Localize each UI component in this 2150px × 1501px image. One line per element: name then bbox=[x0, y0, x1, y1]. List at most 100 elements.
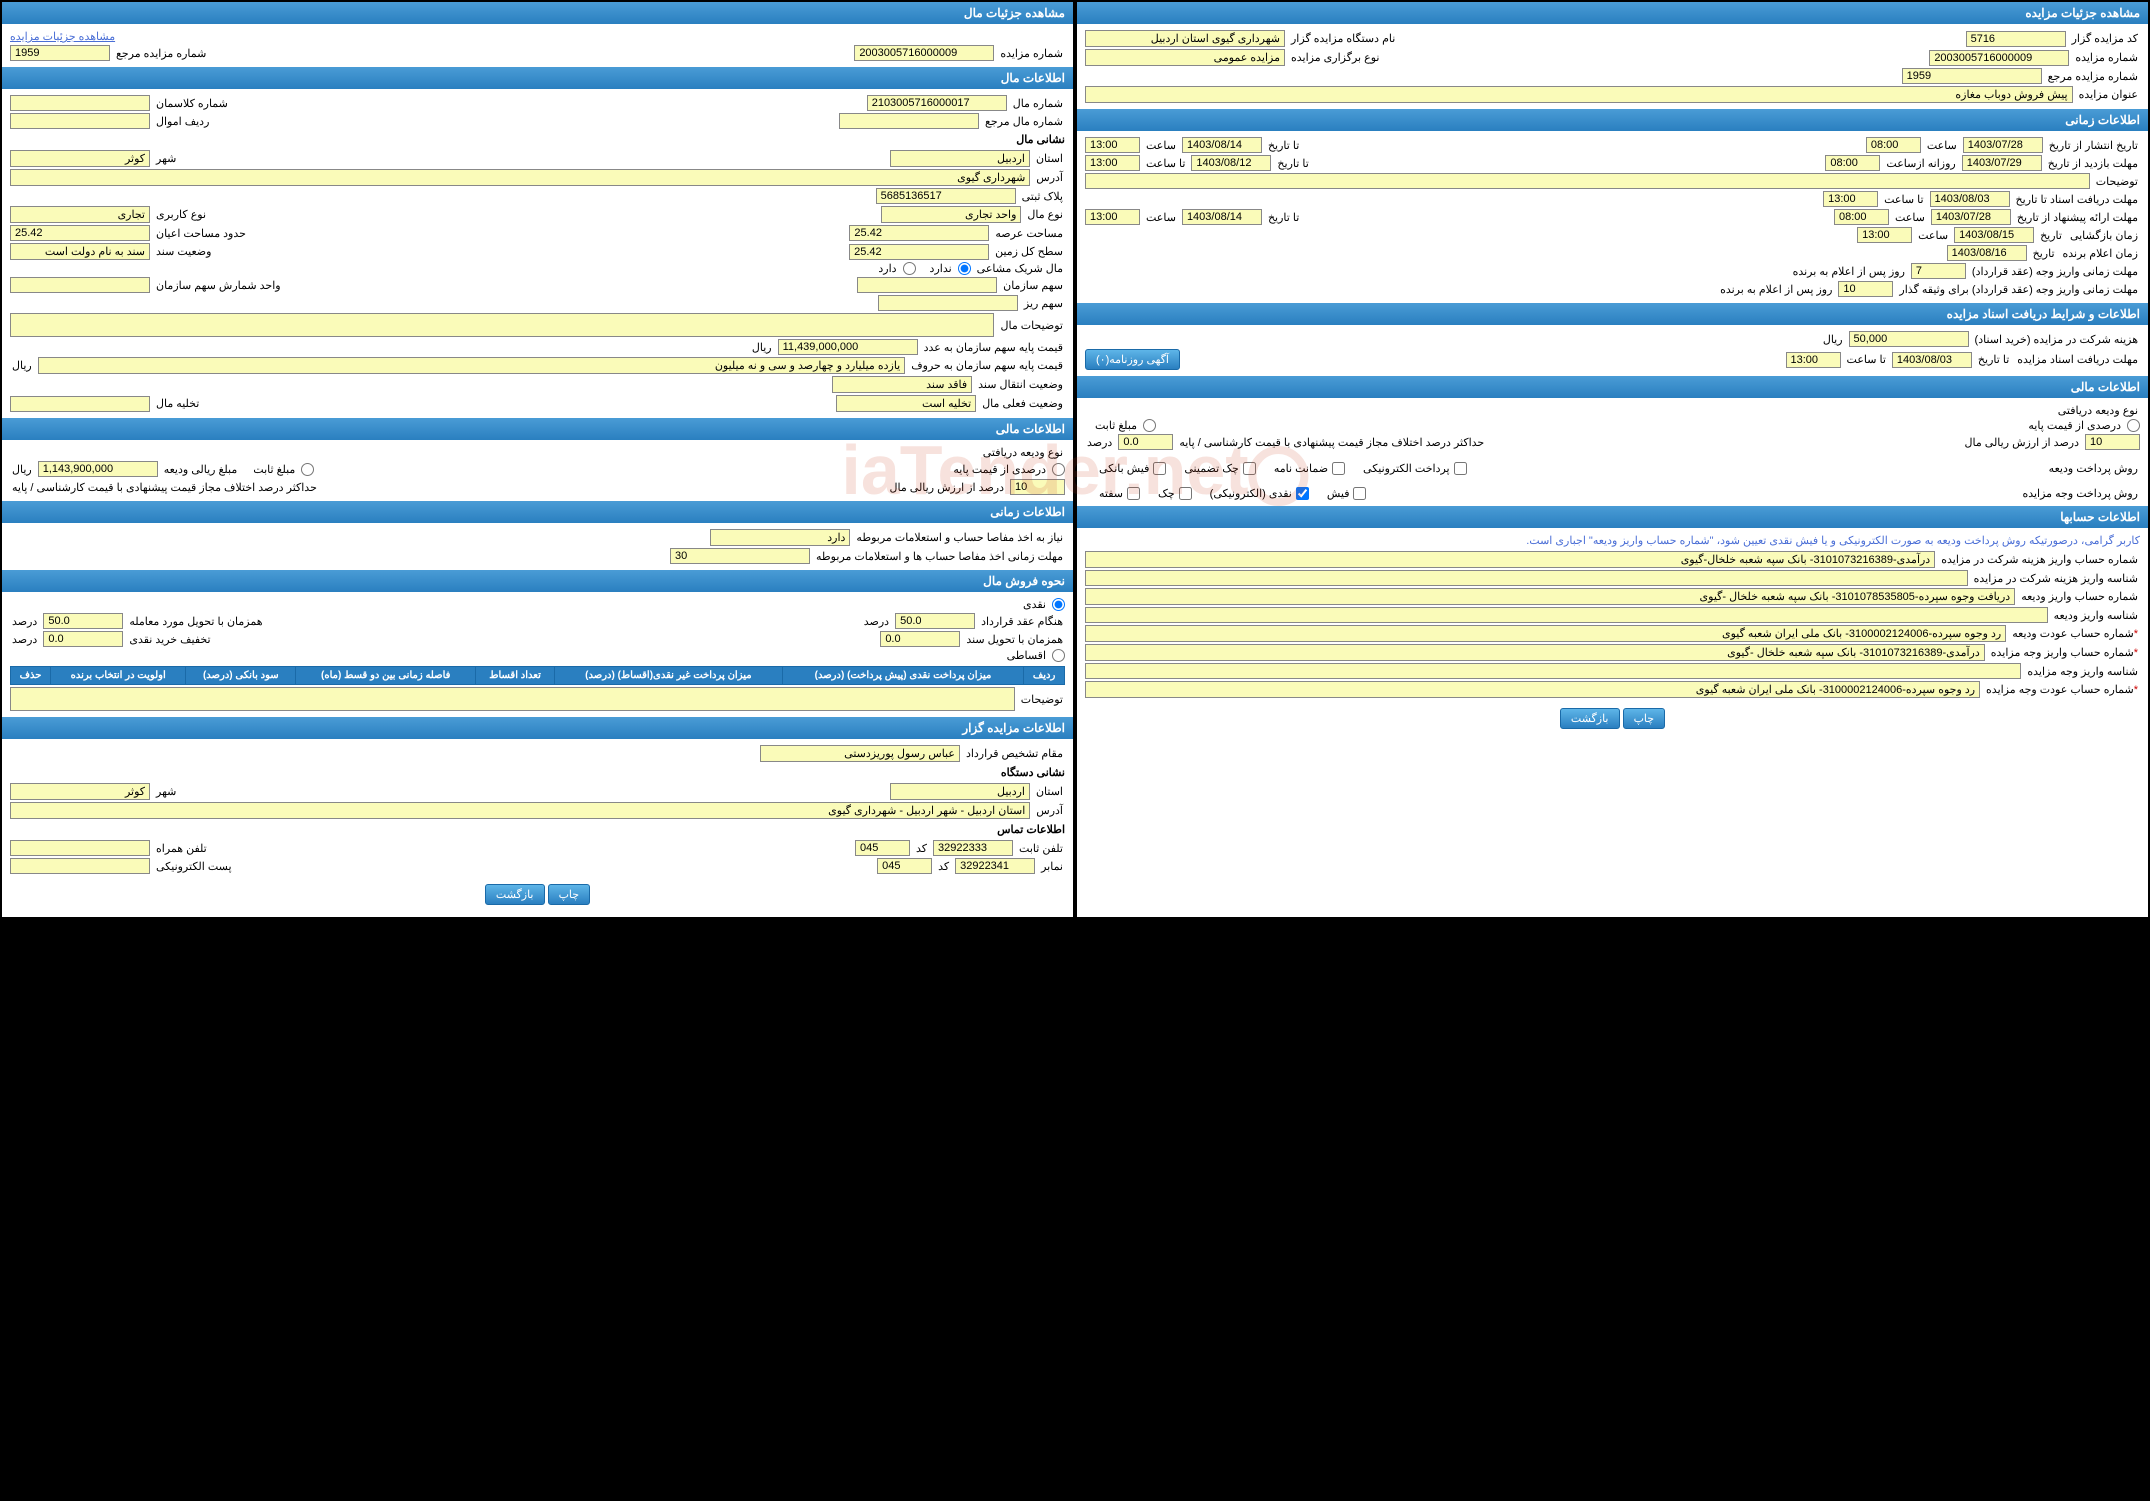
city: کوثر bbox=[10, 150, 150, 167]
org-address: استان اردبیل - شهر اردبیل - شهرداری گیوی bbox=[10, 802, 1030, 819]
pct-radio-r[interactable] bbox=[2127, 419, 2140, 432]
pay-check-chk[interactable] bbox=[1179, 487, 1192, 500]
base-price-words-label: قیمت پایه سهم سازمان به حروف bbox=[909, 359, 1065, 372]
newspaper-ad-button[interactable]: آگهی روزنامه(۰) bbox=[1085, 349, 1180, 370]
prop-ref-label: شماره مال مرجع bbox=[983, 115, 1065, 128]
back-button-l[interactable]: بازگشت bbox=[485, 884, 545, 905]
pub-from-h-label: ساعت bbox=[1925, 139, 1959, 152]
pay-elec-chk[interactable] bbox=[1454, 462, 1467, 475]
pay-bank-label: فیش بانکی bbox=[1097, 462, 1151, 475]
class-label: شماره کلاسمان bbox=[154, 97, 230, 110]
prop-desc-label: توضیحات مال bbox=[998, 319, 1065, 332]
desc-label: توضیحات bbox=[1019, 693, 1065, 706]
rial-pct-r: 10 bbox=[2085, 434, 2140, 450]
visit-from-h: 08:00 bbox=[1825, 155, 1880, 171]
share-riz-label: سهم ریز bbox=[1022, 297, 1065, 310]
pub-to-h-label: ساعت bbox=[1144, 139, 1178, 152]
org-city: کوثر bbox=[10, 783, 150, 800]
visit-to-h: 13:00 bbox=[1085, 155, 1140, 171]
print-button-l[interactable]: چاپ bbox=[548, 884, 591, 905]
pct-label-r: درصدی از قیمت پایه bbox=[2026, 419, 2123, 432]
back-button-r[interactable]: بازگشت bbox=[1560, 708, 1620, 729]
acc1-label: شماره حساب واریز هزینه شرکت در مزایده bbox=[1939, 553, 2140, 566]
th-non: میزان پرداخت غیر نقدی(اقساط) (درصد) bbox=[554, 667, 782, 685]
install-radio[interactable] bbox=[1052, 649, 1065, 662]
acc4 bbox=[1085, 607, 2048, 623]
pledge-days-label: مهلت زمانی واریز وجه (عقد قرارداد) برای … bbox=[1897, 283, 2140, 296]
offer-to-label: تا تاریخ bbox=[1266, 211, 1301, 224]
pay-guar-label: ضمانت نامه bbox=[1272, 462, 1330, 475]
prop-ref bbox=[839, 113, 979, 129]
pay-chk-chk[interactable] bbox=[1243, 462, 1256, 475]
cash-radio[interactable] bbox=[1052, 598, 1065, 611]
pay-chk-label: چک تضمینی bbox=[1182, 462, 1240, 475]
rial-pct-label-l: درصد از ارزش ریالی مال bbox=[887, 481, 1006, 494]
bldg-area-label: حدود مساحت اعیان bbox=[154, 227, 248, 240]
auction-pay-label: روش پرداخت وجه مزایده bbox=[2020, 487, 2140, 500]
base-price-words-rial: ریال bbox=[10, 359, 34, 372]
doc-deadline-label: مهلت دریافت اسناد مزایده bbox=[2015, 353, 2140, 366]
th-pre: میزان پرداخت نقدی (پیش پرداخت) (درصد) bbox=[782, 667, 1023, 685]
pub-to-label: تا تاریخ bbox=[1266, 139, 1301, 152]
shared-no-radio[interactable] bbox=[958, 262, 971, 275]
offer-to: 1403/08/14 bbox=[1182, 209, 1262, 225]
fixed-label-l: مبلغ ثابت bbox=[251, 463, 297, 476]
deposit-type-label-l: نوع ودیعه دریافتی bbox=[981, 446, 1065, 459]
open-h: 13:00 bbox=[1857, 227, 1912, 243]
offer-from-h: 08:00 bbox=[1834, 209, 1889, 225]
type-label: نوع برگزاری مزایده bbox=[1289, 51, 1381, 64]
doc-deadline-h: 13:00 bbox=[1786, 352, 1841, 368]
detail-link[interactable]: مشاهده جزئیات مزایده bbox=[10, 30, 115, 43]
print-button-r[interactable]: چاپ bbox=[1623, 708, 1666, 729]
pay-guar-chk[interactable] bbox=[1332, 462, 1345, 475]
land-area-label: مساحت عرصه bbox=[993, 227, 1065, 240]
row-field bbox=[10, 113, 150, 129]
org-share bbox=[857, 277, 997, 293]
installment-table: ردیف میزان پرداخت نقدی (پیش پرداخت) (درص… bbox=[10, 666, 1065, 685]
prop-num-label: شماره مال bbox=[1011, 97, 1065, 110]
pay-promissory-chk[interactable] bbox=[1127, 487, 1140, 500]
prop-type-label: نوع مال bbox=[1025, 208, 1065, 221]
acc3: دریافت وجوه سپرده-3101078535805- بانک سپ… bbox=[1085, 588, 2015, 605]
pay-elec-label: پرداخت الکترونیکی bbox=[1361, 462, 1452, 475]
ref-l: 1959 bbox=[10, 45, 110, 61]
org-field: شهرداری گیوی استان اردبیل bbox=[1085, 30, 1285, 47]
acc-note: کاربر گرامی، درصورتیکه روش پرداخت ودیعه … bbox=[1085, 532, 2140, 549]
pct-suffix-r: درصد bbox=[1085, 436, 1114, 449]
phone-label: تلفن ثابت bbox=[1017, 842, 1065, 855]
city-label: شهر bbox=[154, 152, 178, 165]
offer-from: 1403/07/28 bbox=[1931, 209, 2011, 225]
pct-radio-l[interactable] bbox=[1052, 463, 1065, 476]
pct-label-l: درصدی از قیمت پایه bbox=[951, 463, 1048, 476]
ref-label-l: شماره مزایده مرجع bbox=[114, 47, 208, 60]
num-field: 2003005716000009 bbox=[1929, 50, 2069, 66]
fax-code-label: کد bbox=[936, 860, 951, 873]
row-label: ردیف اموال bbox=[154, 115, 211, 128]
code-label: کد مزایده گزار bbox=[2070, 32, 2140, 45]
right-column: مشاهده جزئیات مزایده کد مزایده گزار 5716… bbox=[1077, 2, 2148, 917]
fixed-radio-l[interactable] bbox=[301, 463, 314, 476]
pay-fish-chk[interactable] bbox=[1353, 487, 1366, 500]
total-land-label: سطح کل زمین bbox=[993, 245, 1065, 258]
shared-yes-radio[interactable] bbox=[903, 262, 916, 275]
th-cnt: تعداد اقساط bbox=[476, 667, 555, 685]
acc3-label: شماره حساب واریز ودیعه bbox=[2019, 590, 2140, 603]
pay-cash-elec-chk[interactable] bbox=[1296, 487, 1309, 500]
title-field: پیش فروش دوباب مغازه bbox=[1085, 86, 2073, 103]
visit-desc-label: توضیحات bbox=[2094, 175, 2140, 188]
th-pri: اولویت در انتخاب برنده bbox=[51, 667, 186, 685]
fixed-radio-r[interactable] bbox=[1143, 419, 1156, 432]
pay-bank-chk[interactable] bbox=[1153, 462, 1166, 475]
acc2-label: شناسه واریز هزینه شرکت در مزایده bbox=[1972, 572, 2140, 585]
pledge-days-suffix: روز پس از اعلام به برنده bbox=[1718, 283, 1834, 296]
fee-label: هزینه شرکت در مزایده (خرید اسناد) bbox=[1973, 333, 2140, 346]
need-accts-label: نیاز به اخذ مفاصا حساب و استعلامات مربوط… bbox=[854, 531, 1065, 544]
acc5: رد وجوه سپرده-3100002124006- بانک ملی ای… bbox=[1085, 625, 2006, 642]
winner-date-label: تاریخ bbox=[2031, 247, 2057, 260]
contact-subheader: اطلاعات تماس bbox=[10, 821, 1065, 838]
num-label-l: شماره مزایده bbox=[998, 47, 1065, 60]
transfer-status: فاقد سند bbox=[832, 376, 972, 393]
deposit-amt: 1,143,900,000 bbox=[38, 461, 158, 477]
person: عباس رسول پوریزدستی bbox=[760, 745, 960, 762]
on-delivery: 50.0 bbox=[43, 613, 123, 629]
